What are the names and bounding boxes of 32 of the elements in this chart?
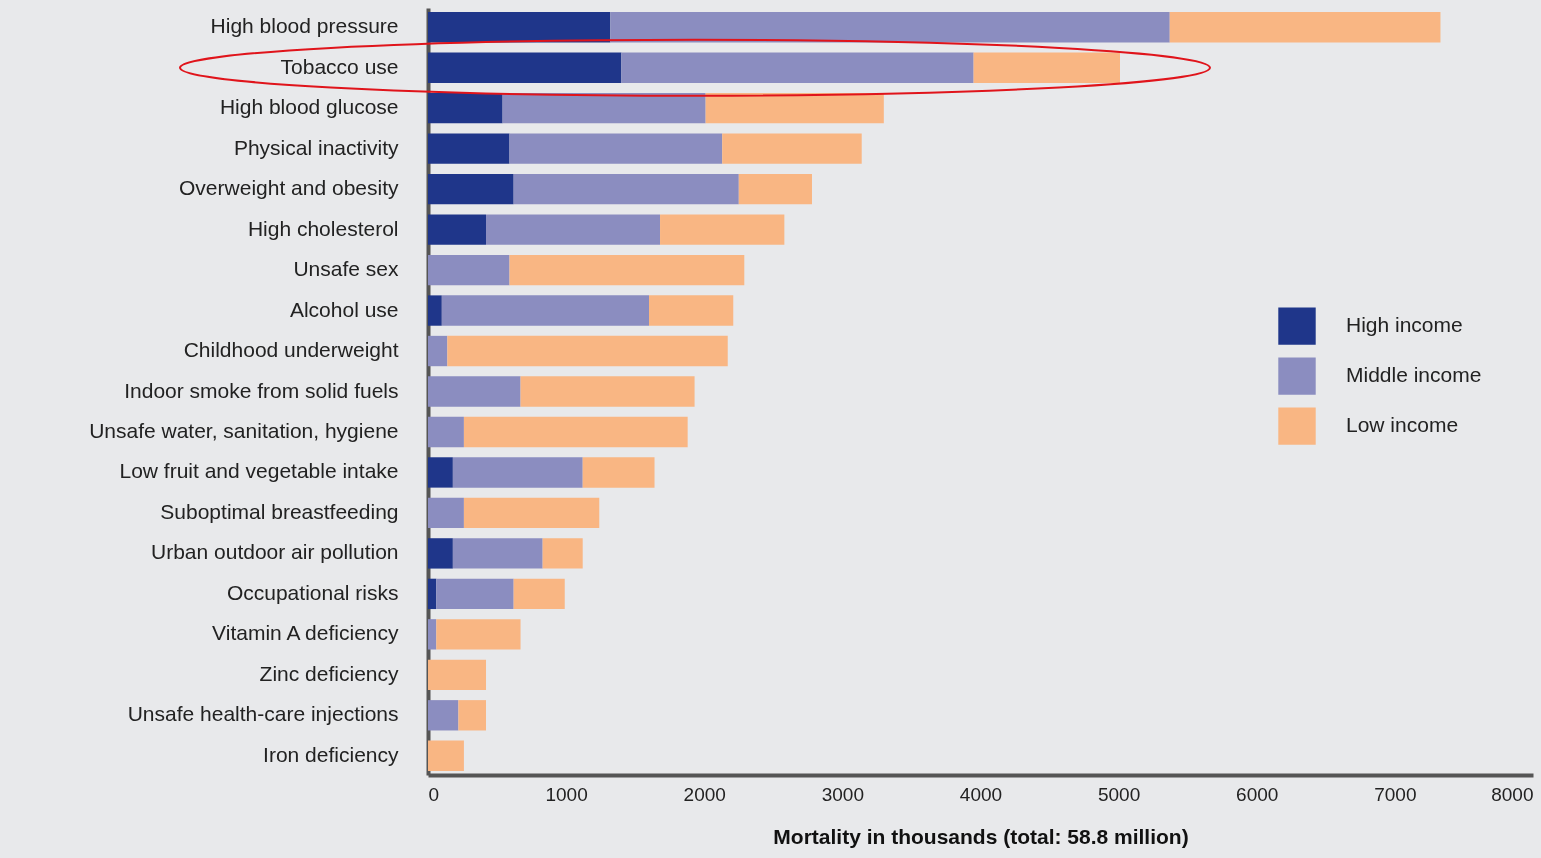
x-tick-label: 6000	[1236, 783, 1279, 805]
legend-label: High income	[1346, 313, 1463, 337]
y-tick-label: Alcohol use	[289, 297, 399, 321]
y-tick-label: Urban outdoor air pollution	[151, 540, 399, 564]
y-tick-label: Physical inactivity	[233, 135, 399, 159]
y-tick-label: High cholesterol	[247, 216, 399, 240]
y-tick-label: Low fruit and vegetable intake	[119, 459, 399, 483]
y-tick-label: Unsafe water, sanitation, hygiene	[89, 418, 399, 442]
y-tick-label: Unsafe health-care injections	[127, 702, 399, 726]
y-tick-label: High blood pressure	[210, 14, 399, 38]
x-tick-label: 5000	[1097, 783, 1141, 805]
x-tick-label: 4000	[959, 783, 1003, 805]
y-tick-label: Overweight and obesity	[179, 176, 399, 200]
x-tick-label: 0	[428, 783, 440, 805]
legend-label: Middle income	[1346, 363, 1482, 387]
x-tick-label: 2000	[683, 783, 726, 805]
y-tick-label: Unsafe sex	[293, 257, 399, 281]
x-tick-label: 1000	[545, 783, 588, 805]
x-axis-title: Mortality in thousands (total: 58.8 million)	[773, 824, 1189, 848]
y-tick-label: Occupational risks	[226, 580, 399, 604]
y-tick-label: Indoor smoke from solid fuels	[124, 378, 399, 402]
x-tick-label: 3000	[821, 783, 865, 805]
y-tick-label: Iron deficiency	[263, 742, 399, 766]
x-tick-label: 8000	[1491, 783, 1534, 805]
legend-label: Low income	[1346, 413, 1459, 437]
y-tick-label: High blood glucose	[219, 95, 399, 119]
x-tick-label: 7000	[1374, 783, 1417, 805]
y-tick-label: Tobacco use	[280, 54, 399, 78]
y-tick-label: Suboptimal breastfeeding	[160, 499, 399, 523]
y-tick-label: Zinc deficiency	[259, 661, 399, 685]
y-tick-label: Childhood underweight	[183, 338, 399, 362]
y-tick-label: Vitamin A deficiency	[212, 621, 399, 645]
